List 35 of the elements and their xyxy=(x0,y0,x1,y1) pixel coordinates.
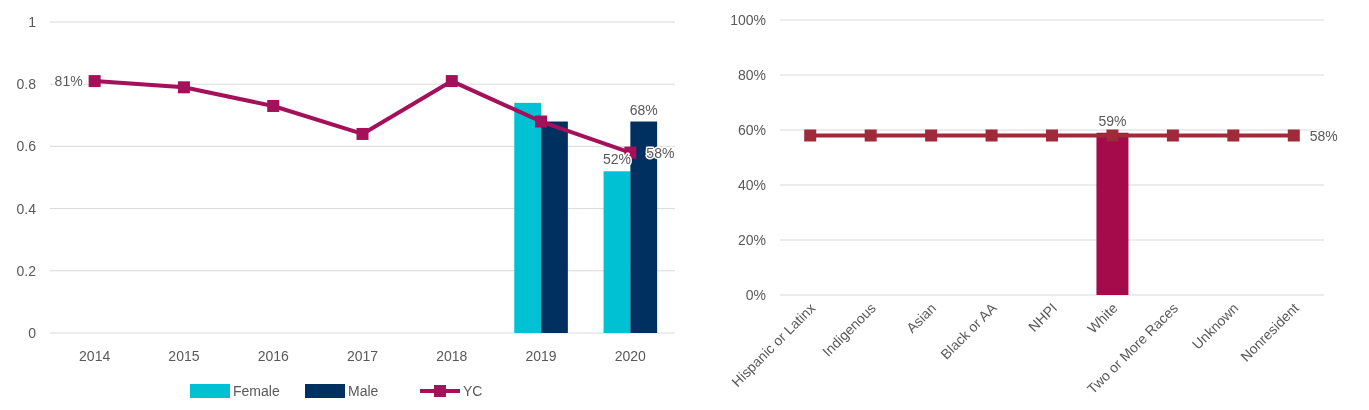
data-label: 81% xyxy=(54,73,83,90)
y-tick-label: 40% xyxy=(737,177,766,193)
y-tick-label: 60% xyxy=(737,122,766,138)
y-tick-label: 0% xyxy=(745,287,766,303)
legend-label: Male xyxy=(348,383,379,399)
legend-label: Female xyxy=(233,383,280,399)
y-tick-label: 80% xyxy=(737,67,766,83)
x-tick-label: 2016 xyxy=(257,348,289,364)
x-tick-label: 2017 xyxy=(346,348,379,364)
y-tick-label: 0 xyxy=(28,325,37,341)
x-tick-label: 2018 xyxy=(436,348,468,364)
point xyxy=(267,99,280,112)
x-tick-label: 2019 xyxy=(525,348,557,364)
point xyxy=(445,75,458,88)
data-label: 68% xyxy=(629,101,658,118)
y-tick-label: 100% xyxy=(730,12,766,28)
point xyxy=(356,127,369,140)
y-tick-label: 0.4 xyxy=(16,200,37,217)
x-tick-label: 2015 xyxy=(168,348,200,364)
y-tick-label: 0.2 xyxy=(16,262,37,279)
y-tick-label: 1 xyxy=(28,14,37,30)
bar xyxy=(541,121,568,333)
x-tick-label: 2020 xyxy=(614,348,647,364)
data-label: 59% xyxy=(1098,112,1127,129)
point xyxy=(535,115,548,128)
x-tick-label: 2014 xyxy=(79,348,111,364)
legend-label: YC xyxy=(463,383,483,399)
bar xyxy=(603,171,631,333)
point xyxy=(177,81,190,94)
y-tick-label: 0.8 xyxy=(16,76,37,93)
data-label: 58% xyxy=(1309,127,1338,144)
bar xyxy=(514,102,542,333)
y-tick-label: 20% xyxy=(737,232,766,248)
y-tick-label: 0.6 xyxy=(16,138,37,155)
point xyxy=(88,75,101,88)
